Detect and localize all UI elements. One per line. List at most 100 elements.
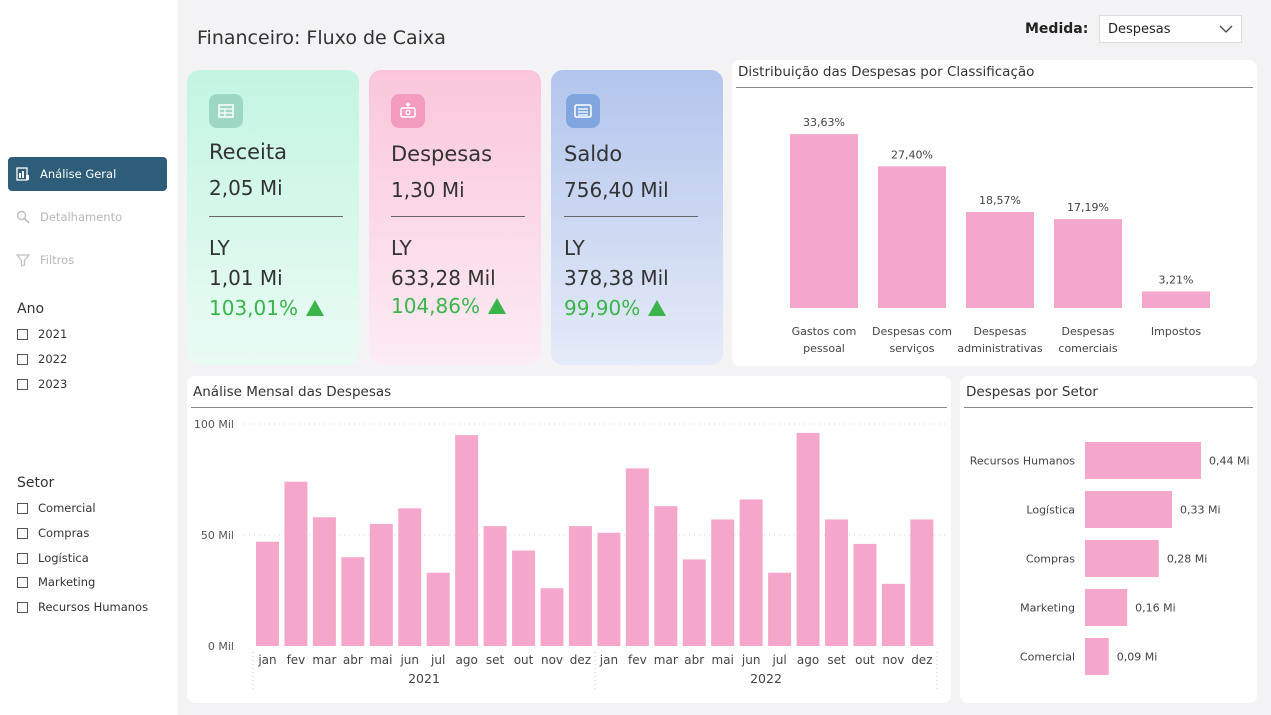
arrow-up-icon [648,300,667,316]
checkbox[interactable] [17,502,28,514]
bar[interactable] [483,526,507,646]
data-label: 0,09 Mi [1117,651,1158,664]
kpi-divider [209,216,343,217]
nav-detalhamento[interactable]: Detalhamento [8,200,167,234]
kpi-delta-value: 104,86% [391,294,480,318]
setor-option-comercial[interactable]: Comercial [17,501,96,515]
bar[interactable] [881,583,905,646]
panel-distribuicao: Distribuição das Despesas por Classifica… [732,60,1257,366]
bar[interactable] [878,166,946,308]
ano-option-2023[interactable]: 2023 [17,377,67,391]
kpi-label: Receita [209,140,287,164]
category-label: Marketing [1020,602,1075,615]
category-label: Despesas [974,325,1027,338]
year-label: 2022 [750,671,782,686]
cash-icon [566,94,600,128]
x-tick-label: jul [771,653,786,667]
kpi-delta: 104,86% [391,294,506,318]
kpi-label: Saldo [564,142,623,166]
option-label: Compras [38,526,90,540]
ano-option-2021[interactable]: 2021 [17,327,67,341]
bar[interactable] [1142,291,1210,308]
nav-label: Filtros [40,253,75,267]
bar[interactable] [369,523,393,646]
arrow-up-icon [305,300,324,316]
bar[interactable] [853,543,877,646]
panel-mensal: Análise Mensal das Despesas 0 Mil 50 Mil 1… [187,376,951,703]
bar[interactable] [540,588,564,646]
x-tick-label: mar [654,653,678,667]
category-label: serviços [889,342,934,355]
y-tick-label: 0 Mil [208,640,234,653]
bar[interactable] [1085,491,1172,528]
checkbox[interactable] [17,527,28,539]
medida-value: Despesas [1108,21,1171,37]
bar[interactable] [768,572,792,646]
kpi-card-despesas: Despesas 1,30 Mi LY 633,28 Mil 104,86% [369,70,541,365]
chart-distribuicao: 33,63% Gastos com pessoal 27,40% Despesas co… [790,116,1210,355]
kpi-delta: 103,01% [209,296,324,320]
category-label: comerciais [1058,342,1117,355]
page-title: Financeiro: Fluxo de Caixa [197,27,446,49]
bar[interactable] [796,432,820,646]
bar[interactable] [682,559,706,646]
chevron-down-icon [1219,25,1233,33]
x-tick-label: jul [430,653,445,667]
checkbox[interactable] [17,328,28,340]
kpi-divider [391,216,525,217]
bar[interactable] [312,517,336,646]
checkbox[interactable] [17,552,28,564]
checkbox[interactable] [17,353,28,365]
ano-option-2022[interactable]: 2022 [17,352,67,366]
bar[interactable] [512,550,536,646]
bar[interactable] [256,541,279,646]
option-label: Comercial [38,501,96,515]
arrow-up-icon [487,298,506,314]
kpi-ly-value: 1,01 Mi [209,266,283,290]
checkbox[interactable] [17,601,28,613]
bar[interactable] [398,508,422,646]
checkbox[interactable] [17,576,28,588]
category-label: Despesas com [872,325,952,338]
option-label: Logística [38,551,89,565]
x-tick-label: out [514,653,534,667]
bar[interactable] [284,481,308,646]
kpi-ly-value: 633,28 Mil [391,266,496,290]
category-label: Despesas [1062,325,1115,338]
bar[interactable] [341,557,365,646]
bar[interactable] [711,519,735,646]
bar[interactable] [1085,589,1128,626]
bar[interactable] [790,134,858,308]
bar[interactable] [966,211,1034,308]
bar[interactable] [625,468,649,646]
data-label: 18,57% [979,194,1021,207]
nav-analise-geral[interactable]: Análise Geral [8,157,167,191]
bar[interactable] [739,499,763,646]
setor-option-marketing[interactable]: Marketing [17,575,95,589]
bar[interactable] [568,526,592,646]
bar[interactable] [426,572,450,646]
category-label: administrativas [957,342,1042,355]
bar[interactable] [910,519,934,646]
bar[interactable] [654,506,678,646]
checkbox[interactable] [17,378,28,390]
bar[interactable] [455,435,479,646]
kpi-divider [564,216,698,217]
kpi-delta-value: 99,90% [564,296,641,320]
setor-option-rh[interactable]: Recursos Humanos [17,600,148,614]
bar[interactable] [1054,219,1122,308]
setor-option-compras[interactable]: Compras [17,526,89,540]
bar[interactable] [1085,442,1201,479]
bar[interactable] [825,519,848,646]
x-tick-label: abr [343,653,363,667]
bar[interactable] [1085,638,1109,675]
kpi-delta: 99,90% [564,296,667,320]
medida-label: Medida: [1025,21,1089,37]
option-label: 2023 [38,377,68,391]
bar[interactable] [1085,540,1159,577]
medida-dropdown[interactable]: Despesas [1099,15,1242,43]
option-label: Recursos Humanos [38,600,149,614]
bar[interactable] [597,532,621,646]
nav-filtros[interactable]: Filtros [8,243,167,277]
setor-option-logistica[interactable]: Logística [17,551,89,565]
